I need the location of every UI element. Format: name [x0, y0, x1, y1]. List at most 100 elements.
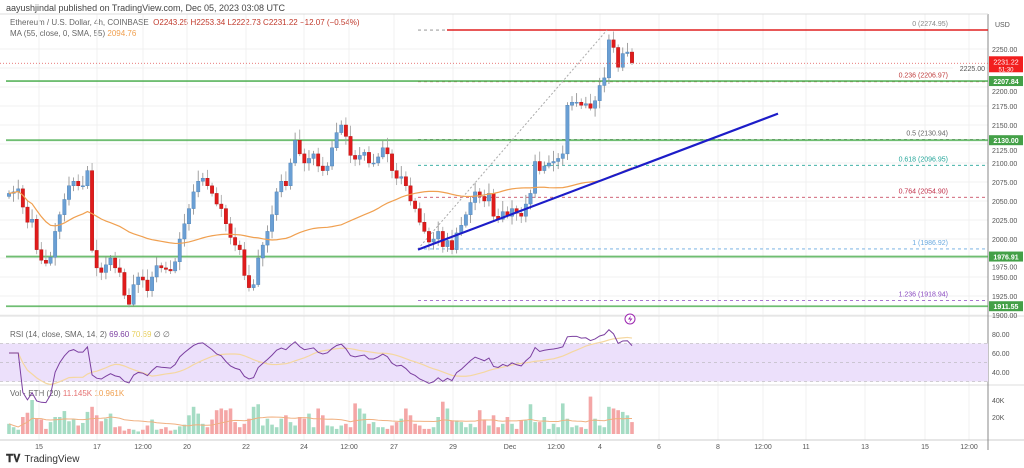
volume-bar [473, 427, 477, 434]
bullish-candle [436, 231, 441, 240]
volume-bar [330, 426, 334, 434]
bearish-candle [579, 101, 584, 106]
volume-bar [71, 419, 76, 434]
bullish-candle [371, 162, 376, 165]
bearish-candle [385, 147, 390, 155]
volume-legend: Vol · ETH (20) 11.145K 10.961K [10, 389, 124, 398]
bullish-candle [48, 257, 53, 264]
volume-bar [205, 427, 210, 434]
price-tick-label: 1950.00 [992, 275, 1017, 282]
bullish-candle [256, 257, 261, 285]
bearish-candle [450, 240, 454, 250]
bearish-candle [343, 124, 348, 137]
level-price-badge [989, 135, 1023, 146]
bullish-candle [574, 101, 579, 104]
moving-average-line [8, 167, 633, 245]
bearish-candle [205, 177, 210, 186]
bearish-candle [25, 206, 30, 223]
bullish-candle [583, 103, 588, 106]
bullish-candle [528, 193, 533, 205]
volume-bar [48, 422, 53, 434]
bearish-candle [616, 47, 621, 68]
volume-bar [173, 429, 177, 434]
bearish-candle [537, 161, 542, 171]
volume-bar [477, 410, 482, 434]
time-tick-label: 12:00 [134, 444, 152, 451]
time-tick-label: 15 [35, 444, 43, 451]
level-price-text: 2207.84 [993, 79, 1018, 86]
volume-bar [616, 410, 620, 434]
bearish-candle [283, 181, 288, 187]
volume-bar [265, 418, 270, 434]
bearish-candle [145, 279, 150, 291]
bearish-candle [408, 185, 413, 202]
bullish-candle [200, 177, 205, 182]
volume-bar [440, 401, 445, 434]
bullish-candle [625, 51, 630, 54]
bullish-candle [150, 276, 154, 291]
time-tick-label: 22 [242, 444, 250, 451]
bullish-candle [307, 158, 311, 164]
fib-diagonal-line [417, 29, 608, 250]
volume-bar [344, 423, 348, 434]
bearish-candle [390, 153, 394, 171]
bullish-candle [173, 261, 178, 272]
bullish-candle [556, 158, 561, 162]
volume-bar [339, 425, 344, 434]
volume-bar [487, 425, 491, 434]
volume-bar [191, 406, 196, 434]
price-tick-label: 1925.00 [992, 294, 1017, 301]
time-tick-label: 12:00 [340, 444, 358, 451]
volume-bar [76, 425, 81, 434]
volume-bar [297, 417, 302, 434]
bullish-candle [104, 264, 108, 273]
time-tick-label: 12:00 [547, 444, 565, 451]
price-tick-label-bg [953, 64, 986, 73]
bullish-candle [62, 199, 67, 215]
volume-bar [270, 424, 274, 434]
bearish-candle [164, 267, 168, 270]
price-tick-label: 2225.00 [960, 66, 985, 73]
volume-bar [251, 406, 256, 434]
bearish-candle [422, 222, 427, 232]
volume-bar [454, 420, 459, 434]
tradingview-logo-icon: 𝐓𝐕 [6, 453, 21, 465]
volume-bar [113, 427, 117, 434]
volume-bar [242, 423, 247, 434]
volume-bar [620, 411, 625, 434]
volume-bar [104, 418, 108, 434]
bearish-candle [403, 176, 408, 186]
volume-bar [464, 427, 468, 434]
volume-bar [182, 424, 187, 434]
ma-label[interactable]: MA (55, close, 0, SMA, 55) [10, 29, 106, 38]
volume-bar [307, 413, 311, 434]
volume-ma-line [8, 416, 632, 428]
volume-bar [551, 423, 556, 434]
price-tick-label: 2025.00 [992, 218, 1017, 225]
volume-bar [399, 418, 404, 434]
volume-bar [625, 415, 630, 434]
bullish-candle [593, 100, 597, 109]
bullish-candle [57, 214, 62, 232]
volume-bar [381, 427, 385, 434]
volume-bar [417, 425, 422, 434]
bearish-candle [214, 193, 219, 205]
time-tick-label: 20 [183, 444, 191, 451]
bullish-candle [565, 105, 570, 155]
volume-bar [565, 418, 570, 434]
symbol-name[interactable]: Ethereum / U.S. Dollar, 4h, COINBASE [10, 18, 149, 27]
bullish-candle [80, 185, 85, 188]
bearish-candle [168, 269, 173, 272]
price-tick-label: 1975.00 [992, 265, 1017, 272]
level-price-text: 1976.91 [993, 255, 1018, 262]
bullish-candle [570, 101, 574, 106]
bullish-candle [597, 85, 602, 101]
ma-value: 2094.76 [107, 29, 137, 38]
volume-bar [7, 423, 11, 434]
price-tick-label: 2150.00 [992, 123, 1017, 130]
bearish-candle [588, 103, 593, 109]
volume-label[interactable]: Vol · ETH (20) [10, 389, 61, 398]
rsi-tick-label: 80.00 [992, 332, 1010, 339]
rsi-label[interactable]: RSI (14, close, SMA, 14, 2) [10, 330, 107, 339]
